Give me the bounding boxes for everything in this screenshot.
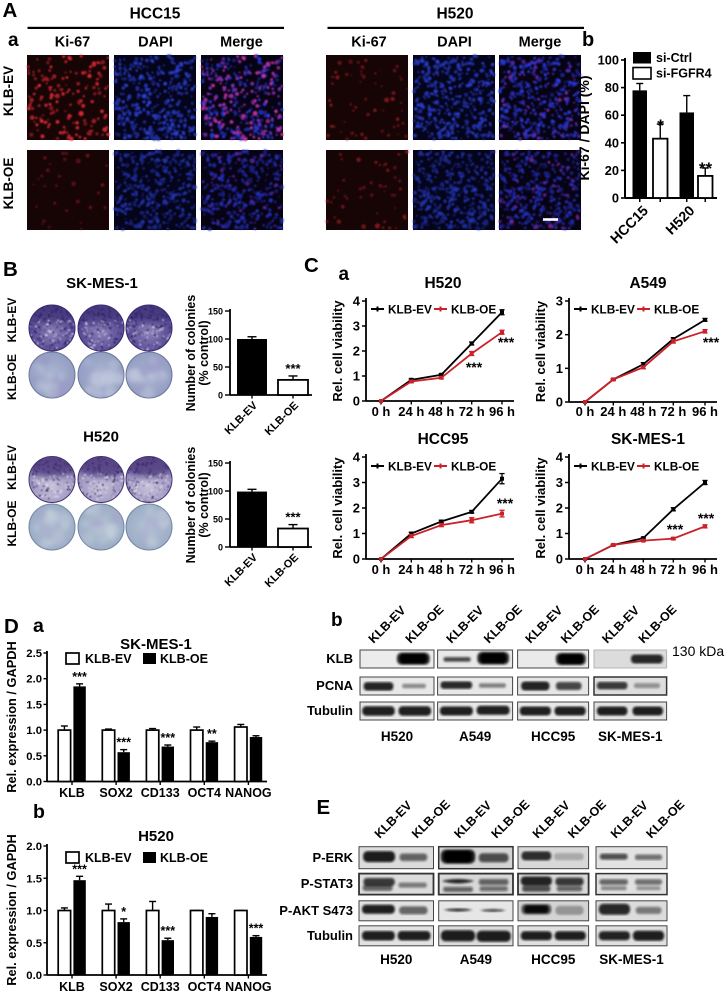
svg-text:1: 1: [353, 369, 360, 384]
svg-text:KLB-OE: KLB-OE: [451, 460, 496, 474]
svg-text:Number of colonies: Number of colonies: [184, 447, 198, 564]
svg-text:1: 1: [353, 526, 360, 541]
svg-text:KLB-EV: KLB-EV: [388, 460, 432, 474]
svg-text:60: 60: [605, 108, 619, 123]
svg-text:0 h: 0 h: [372, 404, 391, 419]
svg-text:96 h: 96 h: [489, 562, 515, 577]
svg-text:Ki-67 / DAPI (%): Ki-67 / DAPI (%): [576, 75, 592, 180]
svg-text:1: 1: [556, 361, 563, 376]
svg-text:KLB-EV: KLB-EV: [5, 445, 19, 490]
svg-text:A: A: [3, 0, 18, 22]
svg-text:KLB-EV: KLB-EV: [1, 66, 16, 116]
svg-text:96 h: 96 h: [692, 404, 718, 419]
svg-text:50: 50: [213, 514, 223, 524]
svg-text:HCC95: HCC95: [418, 431, 469, 448]
svg-text:48 h: 48 h: [428, 404, 454, 419]
svg-text:96 h: 96 h: [489, 404, 515, 419]
svg-text:0: 0: [353, 394, 360, 409]
svg-text:KLB-OE: KLB-OE: [451, 303, 496, 317]
svg-text:***: ***: [498, 334, 515, 350]
svg-text:48 h: 48 h: [428, 562, 454, 577]
svg-text:(% control): (% control): [197, 320, 211, 385]
svg-text:***: ***: [285, 361, 301, 376]
svg-text:si-Ctrl: si-Ctrl: [656, 51, 692, 65]
svg-text:72 h: 72 h: [459, 562, 485, 577]
svg-text:0 h: 0 h: [576, 404, 595, 419]
svg-text:HCC15: HCC15: [130, 6, 181, 23]
svg-text:***: ***: [466, 359, 483, 375]
svg-text:3: 3: [353, 475, 360, 490]
svg-text:Merge: Merge: [220, 35, 263, 51]
svg-text:2: 2: [353, 501, 360, 516]
svg-text:24 h: 24 h: [600, 404, 626, 419]
svg-text:0 h: 0 h: [372, 562, 391, 577]
svg-text:48 h: 48 h: [630, 404, 656, 419]
svg-text:si-FGFR4: si-FGFR4: [656, 67, 712, 81]
svg-text:H520: H520: [83, 429, 119, 446]
svg-text:Ki-67: Ki-67: [351, 35, 386, 51]
svg-text:Rel. cell viability: Rel. cell viability: [330, 457, 345, 559]
svg-text:Ki-67: Ki-67: [55, 35, 90, 51]
svg-text:24 h: 24 h: [398, 404, 424, 419]
svg-text:(% control): (% control): [197, 472, 211, 537]
svg-text:3: 3: [353, 319, 360, 334]
svg-text:100: 100: [208, 334, 223, 344]
svg-text:100: 100: [208, 486, 223, 496]
svg-text:2: 2: [556, 327, 563, 342]
svg-text:100: 100: [598, 53, 619, 68]
svg-text:a: a: [339, 264, 350, 285]
svg-text:**: **: [699, 159, 713, 178]
svg-text:Number of colonies: Number of colonies: [184, 295, 198, 412]
svg-text:***: ***: [285, 510, 301, 525]
svg-text:80: 80: [605, 80, 619, 95]
svg-text:KLB-EV: KLB-EV: [5, 298, 19, 343]
svg-text:A549: A549: [629, 275, 666, 292]
svg-text:0: 0: [612, 191, 619, 206]
svg-text:SK-MES-1: SK-MES-1: [66, 275, 138, 292]
svg-text:40: 40: [605, 135, 619, 150]
svg-text:72 h: 72 h: [660, 404, 686, 419]
svg-text:0: 0: [353, 552, 360, 567]
svg-text:***: ***: [703, 334, 720, 350]
svg-text:C: C: [304, 254, 319, 277]
svg-text:KLB-OE: KLB-OE: [654, 303, 699, 317]
svg-text:72 h: 72 h: [459, 404, 485, 419]
svg-text:B: B: [3, 258, 18, 281]
svg-text:H520: H520: [424, 275, 461, 292]
svg-text:KLB-OE: KLB-OE: [5, 501, 19, 547]
svg-text:a: a: [8, 30, 19, 51]
svg-text:DAPI: DAPI: [437, 35, 472, 51]
svg-text:0: 0: [218, 542, 223, 552]
svg-text:150: 150: [208, 458, 223, 468]
svg-text:KLB-EV: KLB-EV: [591, 303, 635, 317]
svg-text:3: 3: [556, 294, 563, 309]
svg-text:*: *: [657, 116, 664, 135]
svg-text:b: b: [582, 29, 594, 51]
svg-text:4: 4: [353, 450, 361, 465]
svg-text:KLB-OE: KLB-OE: [5, 354, 19, 400]
svg-text:0: 0: [556, 395, 563, 410]
svg-text:0: 0: [218, 390, 223, 400]
svg-text:H520: H520: [436, 6, 473, 23]
svg-text:Rel. cell viability: Rel. cell viability: [330, 300, 345, 402]
svg-text:50: 50: [213, 362, 223, 372]
svg-text:150: 150: [208, 306, 223, 316]
svg-text:24 h: 24 h: [398, 562, 424, 577]
svg-text:2: 2: [353, 344, 360, 359]
svg-text:Merge: Merge: [519, 35, 562, 51]
svg-text:DAPI: DAPI: [138, 35, 173, 51]
svg-text:KLB-EV: KLB-EV: [388, 303, 432, 317]
svg-text:20: 20: [605, 163, 619, 178]
svg-text:4: 4: [353, 294, 361, 309]
svg-text:Rel. cell viability: Rel. cell viability: [533, 300, 548, 402]
svg-text:KLB-OE: KLB-OE: [1, 158, 16, 210]
